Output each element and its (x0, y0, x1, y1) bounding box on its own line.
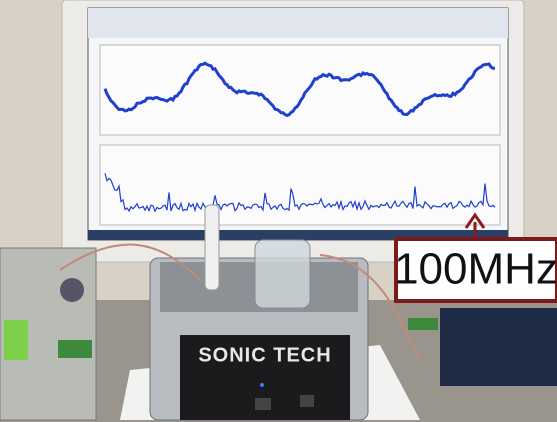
button (255, 398, 271, 410)
plot-bottom (100, 145, 500, 225)
device-label: SONIC TECH (198, 344, 331, 366)
connector (408, 318, 438, 330)
button (300, 395, 314, 407)
usb-oscilloscope (440, 308, 557, 386)
probe (205, 205, 219, 290)
plot-top (100, 45, 500, 135)
glass-jar (255, 240, 310, 308)
generator-display (4, 320, 28, 360)
toolbar (88, 8, 508, 38)
annotation: 100MHz (394, 245, 557, 294)
knob (60, 278, 84, 302)
photo: SONIC TECH 100MHz (0, 0, 557, 422)
connector (58, 340, 92, 358)
led (260, 383, 264, 387)
